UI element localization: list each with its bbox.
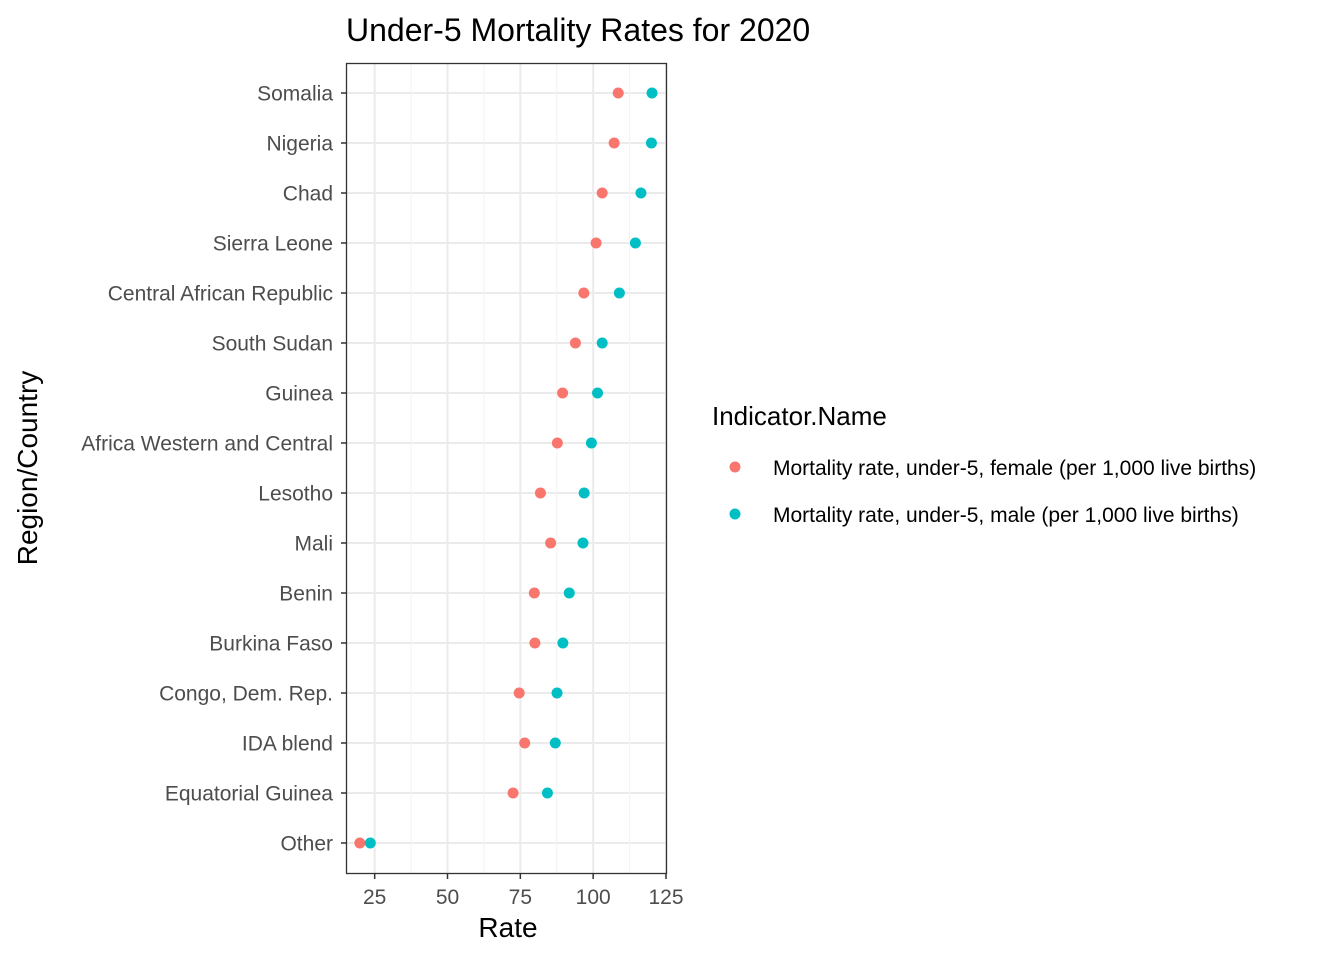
y-tick-label: Lesotho (258, 483, 333, 506)
y-tick-label: Africa Western and Central (81, 433, 333, 456)
y-tick-label: Nigeria (266, 133, 333, 156)
point-female (528, 587, 540, 599)
x-tick-label: 25 (363, 886, 386, 909)
point-female (551, 437, 563, 449)
legend-label-female: Mortality rate, under-5, female (per 1,0… (773, 457, 1256, 480)
legend-key-male (729, 508, 741, 520)
legend-title: Indicator.Name (712, 401, 887, 431)
y-tick-label: South Sudan (212, 333, 333, 356)
point-male (557, 637, 569, 649)
y-tick-label: Congo, Dem. Rep. (159, 683, 333, 706)
point-female (557, 387, 569, 399)
point-male (629, 237, 641, 249)
y-tick-label: Benin (279, 583, 333, 606)
y-axis: Somalia Nigeria Chad Sierra Leone Central Af… (81, 83, 347, 856)
y-tick-label: Somalia (257, 83, 333, 106)
point-female (578, 287, 590, 299)
point-male (541, 787, 553, 799)
point-male (646, 87, 658, 99)
point-male (578, 487, 590, 499)
point-female (596, 187, 608, 199)
y-tick-label: Central African Republic (108, 283, 333, 306)
y-tick-label: Sierra Leone (213, 233, 333, 256)
y-tick-label: Mali (294, 533, 333, 556)
data-points (354, 87, 658, 849)
point-female (513, 687, 525, 699)
point-male (592, 387, 604, 399)
y-tick-label: Equatorial Guinea (165, 783, 333, 806)
point-male (635, 187, 647, 199)
grid-minor (410, 64, 631, 873)
y-tick-label: IDA blend (242, 733, 333, 756)
point-male (645, 137, 657, 149)
point-male (613, 287, 625, 299)
point-female (354, 837, 366, 849)
plot-panel-border (345, 62, 668, 875)
point-male (577, 537, 589, 549)
y-tick-label: Other (280, 833, 333, 856)
point-female (534, 487, 546, 499)
x-tick-label: 100 (576, 886, 611, 909)
point-male (563, 587, 575, 599)
y-tick-label: Guinea (265, 383, 333, 406)
x-tick-label: 125 (648, 886, 683, 909)
point-female (507, 787, 519, 799)
x-tick-label: 75 (509, 886, 532, 909)
y-axis-title: Region/Country (12, 371, 43, 566)
point-female (529, 637, 541, 649)
point-female (612, 87, 624, 99)
point-male (585, 437, 597, 449)
point-male (551, 687, 563, 699)
legend: Indicator.Name Mortality rate, under-5, … (712, 401, 1256, 527)
point-female (590, 237, 602, 249)
point-female (545, 537, 557, 549)
x-axis: 25 50 75 100 125 (363, 873, 684, 909)
chart-title: Under-5 Mortality Rates for 2020 (346, 12, 810, 48)
point-male (364, 837, 376, 849)
legend-label-male: Mortality rate, under-5, male (per 1,000… (773, 504, 1239, 527)
legend-key-female (729, 461, 741, 473)
x-axis-title: Rate (478, 912, 537, 943)
grid-major (347, 64, 667, 873)
point-female (608, 137, 620, 149)
y-tick-label: Burkina Faso (209, 633, 333, 656)
x-tick-label: 50 (436, 886, 459, 909)
point-female (519, 737, 531, 749)
y-tick-label: Chad (283, 183, 333, 206)
point-female (569, 337, 581, 349)
point-male (596, 337, 608, 349)
point-male (549, 737, 561, 749)
